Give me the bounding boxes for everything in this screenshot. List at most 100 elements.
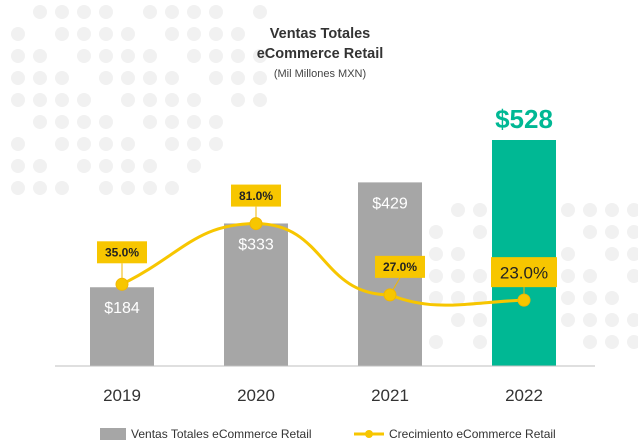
background-dot	[55, 93, 69, 107]
background-dot	[561, 247, 575, 261]
background-dot	[561, 203, 575, 217]
background-dot	[11, 71, 25, 85]
background-dot	[33, 159, 47, 173]
background-dot	[99, 159, 113, 173]
background-dot	[11, 27, 25, 41]
legend-swatch-bars	[100, 428, 126, 440]
growth-label-box-2020	[231, 184, 281, 207]
background-dot	[77, 5, 91, 19]
growth-point-2019	[115, 277, 129, 291]
background-dot	[121, 137, 135, 151]
background-dot	[583, 225, 597, 239]
background-dot	[121, 71, 135, 85]
background-dot	[253, 5, 267, 19]
background-dot	[165, 71, 179, 85]
background-dot	[187, 49, 201, 63]
background-dot	[451, 313, 465, 327]
background-dot	[209, 27, 223, 41]
background-dot	[33, 71, 47, 85]
background-dot	[165, 27, 179, 41]
background-dot	[209, 71, 223, 85]
background-dot	[473, 225, 487, 239]
background-dot	[165, 181, 179, 195]
background-dot	[11, 137, 25, 151]
background-dot	[143, 71, 157, 85]
background-dot	[121, 93, 135, 107]
background-dot	[187, 5, 201, 19]
chart-unit-label: (Mil Millones MXN)	[274, 68, 366, 80]
background-dot	[187, 137, 201, 151]
background-dot	[231, 27, 245, 41]
background-dot	[627, 269, 638, 283]
background-dot	[33, 115, 47, 129]
background-dot	[143, 49, 157, 63]
background-dot	[99, 71, 113, 85]
background-dot	[187, 93, 201, 107]
background-dot	[253, 71, 267, 85]
background-dot	[165, 115, 179, 129]
background-dot	[627, 203, 638, 217]
background-dot	[33, 93, 47, 107]
background-dot	[451, 269, 465, 283]
background-dot	[165, 137, 179, 151]
background-dot	[121, 181, 135, 195]
background-dot	[561, 313, 575, 327]
background-dot	[583, 335, 597, 349]
background-dot	[143, 115, 157, 129]
background-dot	[253, 49, 267, 63]
background-dot	[561, 269, 575, 283]
background-dot	[77, 49, 91, 63]
bar-value-label-2020: $333	[238, 236, 274, 253]
bar-value-label-2019: $184	[104, 300, 140, 317]
x-tick-label-2022: 2022	[505, 386, 543, 405]
growth-point-2020	[249, 217, 263, 231]
background-dot	[55, 27, 69, 41]
x-tick-label-2019: 2019	[103, 386, 141, 405]
background-dot	[55, 137, 69, 151]
background-dot	[429, 335, 443, 349]
background-dot	[143, 5, 157, 19]
background-dot	[99, 137, 113, 151]
background-dot	[627, 335, 638, 349]
background-dot	[627, 247, 638, 261]
background-dot	[605, 335, 619, 349]
legend: Ventas Totales eCommerce Retail Crecimien…	[100, 427, 556, 440]
background-dot	[429, 247, 443, 261]
background-dot	[473, 313, 487, 327]
background-dot	[77, 27, 91, 41]
growth-point-2022	[517, 293, 531, 307]
background-dot	[165, 5, 179, 19]
background-dot	[99, 27, 113, 41]
background-dot	[561, 291, 575, 305]
background-dot	[99, 49, 113, 63]
background-dot	[451, 203, 465, 217]
background-dot	[11, 49, 25, 63]
background-dot	[605, 291, 619, 305]
background-dot	[55, 115, 69, 129]
background-dot	[209, 115, 223, 129]
bar-2022	[492, 140, 556, 366]
background-dot	[187, 159, 201, 173]
background-dot	[429, 269, 443, 283]
bar-2020	[224, 223, 288, 366]
background-dot	[99, 181, 113, 195]
background-dot	[429, 291, 443, 305]
x-tick-label-2020: 2020	[237, 386, 275, 405]
background-dot	[77, 159, 91, 173]
background-dot	[473, 203, 487, 217]
chart-subtitle: eCommerce Retail	[257, 46, 384, 62]
growth-label-2020: 81.0%	[239, 189, 273, 203]
x-axis-ticks: 2019 2020 2021 2022	[103, 386, 543, 405]
legend-label-line: Crecimiento eCommerce Retail	[389, 427, 556, 440]
background-dot	[473, 269, 487, 283]
background-dot	[143, 93, 157, 107]
background-dot	[605, 313, 619, 327]
background-dot	[121, 49, 135, 63]
background-dot	[33, 49, 47, 63]
background-dot	[99, 5, 113, 19]
background-dot	[11, 181, 25, 195]
background-dot	[209, 137, 223, 151]
background-dot	[253, 93, 267, 107]
background-dot	[627, 313, 638, 327]
background-dot	[33, 181, 47, 195]
